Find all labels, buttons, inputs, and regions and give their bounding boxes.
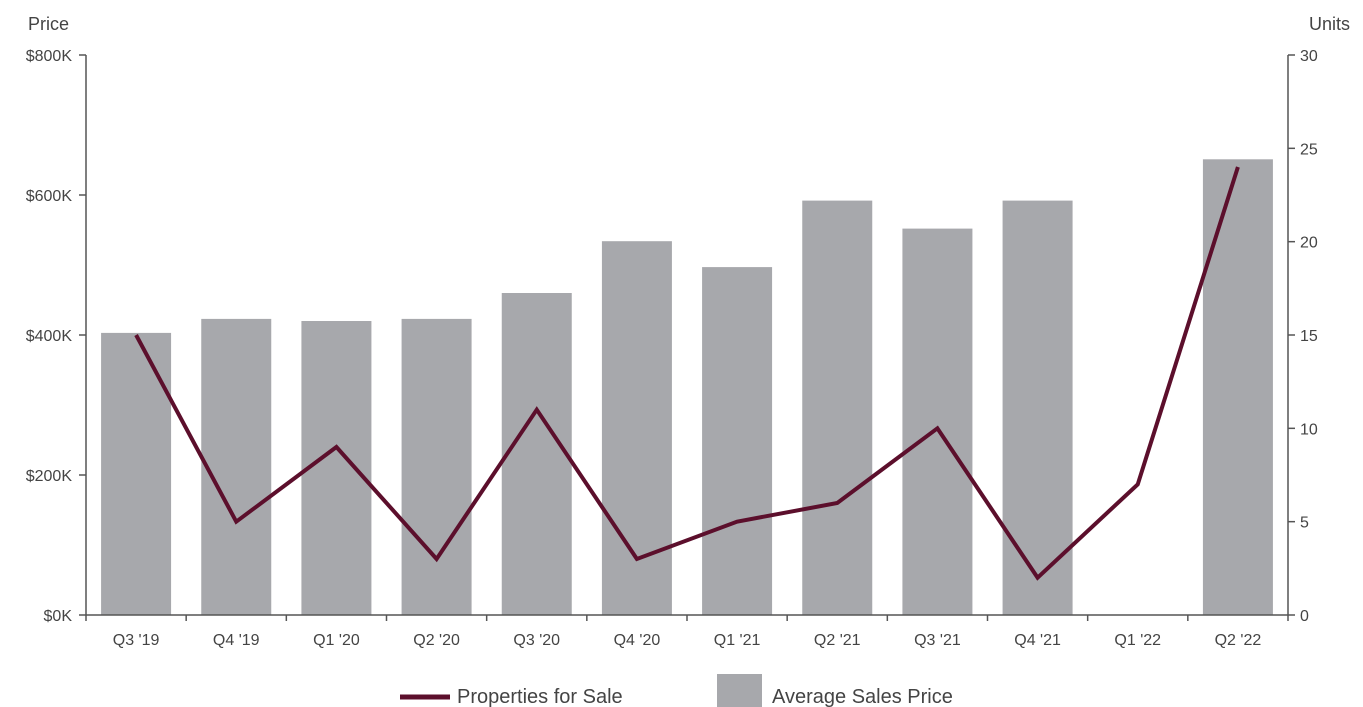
right-axis-tick-label: 0 bbox=[1300, 608, 1309, 625]
right-axis-tick-label: 30 bbox=[1300, 48, 1318, 65]
x-axis-tick-label: Q3 '20 bbox=[513, 632, 560, 649]
x-axis-tick-label: Q2 '20 bbox=[413, 632, 460, 649]
bar bbox=[601, 241, 672, 615]
line-series bbox=[134, 166, 1240, 581]
x-axis-tick-label: Q4 '20 bbox=[614, 632, 661, 649]
left-axis-tick-label: $400K bbox=[26, 328, 73, 345]
x-axis-tick-label: Q4 '21 bbox=[1014, 632, 1061, 649]
x-axis-tick-label: Q2 '21 bbox=[814, 632, 861, 649]
bar bbox=[201, 318, 272, 615]
x-axis-labels: Q3 '19 Q4 '19 Q1 '20 Q2 '20 Q3 '20 Q4 '20 Q1 '… bbox=[113, 632, 1262, 649]
left-axis-tick-label: $800K bbox=[26, 48, 73, 65]
left-axis-tick-label: $600K bbox=[26, 188, 73, 205]
left-axis-tick-label: $0K bbox=[44, 608, 73, 625]
bar-series bbox=[101, 159, 1273, 616]
right-axis-tick-label: 15 bbox=[1300, 328, 1318, 345]
right-axis-tick-label: 25 bbox=[1300, 141, 1318, 158]
axes: $0K $200K $400K $600K $800K 0 5 10 15 20 25 30 bbox=[26, 48, 1318, 625]
bar bbox=[101, 332, 172, 615]
properties-for-sale-line bbox=[134, 166, 1240, 581]
legend-bar-swatch bbox=[717, 674, 762, 707]
bar bbox=[1202, 159, 1273, 616]
x-axis-tick-label: Q3 '21 bbox=[914, 632, 961, 649]
bar bbox=[702, 267, 773, 615]
left-axis-tick-label: $200K bbox=[26, 468, 73, 485]
left-axis-title: Price bbox=[28, 14, 69, 34]
x-axis-tick-label: Q4 '19 bbox=[213, 632, 260, 649]
legend-label-price: Average Sales Price bbox=[772, 686, 953, 707]
x-axis-tick-label: Q1 '20 bbox=[313, 632, 360, 649]
bar bbox=[902, 228, 973, 615]
x-axis-tick-label: Q3 '19 bbox=[113, 632, 160, 649]
right-axis-tick-label: 20 bbox=[1300, 235, 1318, 252]
right-axis-tick-label: 10 bbox=[1300, 421, 1318, 438]
legend-label-properties: Properties for Sale bbox=[457, 686, 623, 707]
bar bbox=[802, 200, 873, 615]
legend: Properties for Sale Average Sales Price bbox=[400, 674, 953, 707]
bar bbox=[401, 318, 472, 615]
x-axis-tick-label: Q1 '21 bbox=[714, 632, 761, 649]
x-axis-tick-label: Q1 '22 bbox=[1114, 632, 1161, 649]
bar bbox=[301, 321, 372, 615]
right-axis-title: Units bbox=[1309, 14, 1350, 34]
x-axis-tick-label: Q2 '22 bbox=[1215, 632, 1262, 649]
bar bbox=[501, 293, 572, 615]
right-axis-tick-label: 5 bbox=[1300, 515, 1309, 532]
